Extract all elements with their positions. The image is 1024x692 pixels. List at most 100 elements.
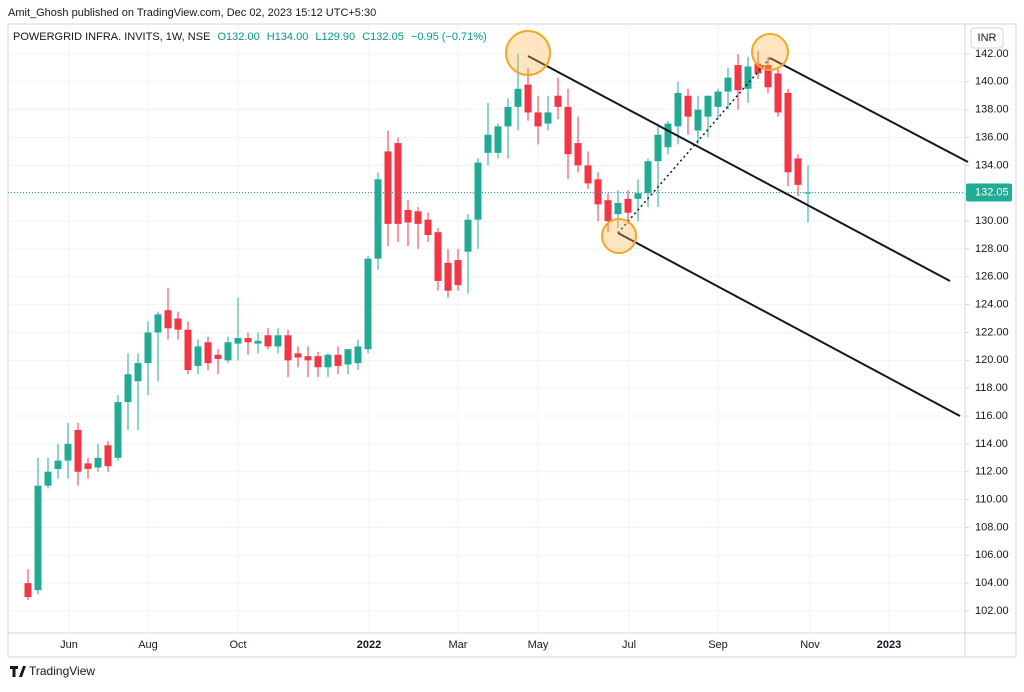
candle-body xyxy=(244,338,252,343)
x-tick-label: Mar xyxy=(449,639,468,651)
candle-body xyxy=(554,95,562,107)
candle-body xyxy=(354,346,362,364)
x-tick-label: Sep xyxy=(708,639,728,651)
candle-body xyxy=(624,198,632,213)
candle-body xyxy=(224,342,232,361)
symbol-name: POWERGRID INFRA. INVITS, 1W, NSE xyxy=(13,31,210,43)
candle-body xyxy=(294,353,302,358)
ohlc-high: H134.00 xyxy=(267,31,309,43)
candle-body xyxy=(444,262,452,291)
highlight-circle xyxy=(505,30,551,76)
candle-body xyxy=(494,126,502,153)
y-tick-label: 124.00 xyxy=(975,299,1009,311)
candle-body xyxy=(644,161,652,194)
candle-body xyxy=(124,374,132,403)
logo-mark xyxy=(10,666,26,677)
candle-body xyxy=(424,219,432,235)
candle-body xyxy=(334,354,342,366)
y-tick-label: 130.00 xyxy=(975,215,1009,227)
y-tick-label: 118.00 xyxy=(975,382,1008,394)
symbol-legend: POWERGRID INFRA. INVITS, 1W, NSE O132.00… xyxy=(13,31,487,43)
y-tick-label: 120.00 xyxy=(975,354,1009,366)
candle-body xyxy=(214,354,222,359)
candle-body xyxy=(434,232,442,281)
candle-body xyxy=(794,158,802,185)
candle-body xyxy=(454,260,462,286)
candle-body xyxy=(704,95,712,117)
candle-body xyxy=(164,310,172,329)
highlight-circle xyxy=(751,33,789,71)
candle-body xyxy=(754,63,762,74)
candle-body xyxy=(414,211,422,224)
y-tick-label: 116.00 xyxy=(975,410,1008,422)
y-tick-label: 114.00 xyxy=(975,438,1008,450)
candle-body xyxy=(284,335,292,361)
candle-body xyxy=(534,112,542,127)
channel-line xyxy=(769,57,969,163)
y-tick-label: 122.00 xyxy=(975,326,1009,338)
x-tick-label: 2023 xyxy=(877,639,901,651)
x-tick-label: Nov xyxy=(800,639,820,651)
candle-body xyxy=(74,429,82,472)
candle-body xyxy=(484,134,492,153)
tradingview-logo: TradingView xyxy=(10,664,95,678)
candle-body xyxy=(324,354,332,368)
y-tick-label: 140.00 xyxy=(975,76,1009,88)
candle-body xyxy=(314,356,322,368)
candle-body xyxy=(464,219,472,252)
currency-box[interactable] xyxy=(970,27,1004,49)
chart-frame xyxy=(7,23,1017,658)
axis-layer: 102.00 104.00 106.00 108.00 110.00 112.00 114.… xyxy=(60,48,1012,651)
candle-body xyxy=(44,471,52,486)
brand-name: TradingView xyxy=(29,664,95,678)
candle-body xyxy=(744,66,752,89)
candle-body xyxy=(544,112,552,124)
x-tick-label: May xyxy=(528,639,549,651)
candle-body xyxy=(144,332,152,364)
y-tick-label: 142.00 xyxy=(975,48,1009,60)
candle-body xyxy=(664,123,672,148)
candle-body xyxy=(204,342,212,364)
candle-body xyxy=(654,134,662,162)
last-price-badge xyxy=(966,183,1012,202)
last-price-label: 132.05 xyxy=(975,186,1009,198)
candle-body xyxy=(24,583,32,598)
ohlc-close: C132.05 xyxy=(362,31,404,43)
candle-body xyxy=(684,95,692,117)
candle-body xyxy=(174,318,182,330)
candle-body xyxy=(804,192,812,194)
price-change: −0.95 (−0.71%) xyxy=(411,31,487,43)
y-tick-label: 102.00 xyxy=(975,605,1009,617)
currency-label[interactable]: INR xyxy=(978,32,997,44)
y-tick-label: 112.00 xyxy=(975,466,1008,478)
candle-body xyxy=(574,143,582,166)
candle-body xyxy=(724,77,732,92)
candle-body xyxy=(474,162,482,220)
ohlc-open: O132.00 xyxy=(217,31,259,43)
y-tick-label: 126.00 xyxy=(975,271,1009,283)
candle-body xyxy=(734,65,742,91)
channel-line xyxy=(527,55,951,282)
x-tick-label: Oct xyxy=(229,639,246,651)
candle-body xyxy=(374,179,382,259)
candle-body xyxy=(274,335,282,347)
y-tick-label: 106.00 xyxy=(975,549,1009,561)
candle-body xyxy=(304,356,312,361)
candle-body xyxy=(614,202,622,215)
candle-body xyxy=(264,335,272,347)
candle-body xyxy=(714,91,722,107)
y-tick-label: 108.00 xyxy=(975,521,1009,533)
candle-layer xyxy=(8,51,965,600)
candle-body xyxy=(784,92,792,173)
publisher-header: Amit_Ghosh published on TradingView.com,… xyxy=(8,7,376,19)
candle-body xyxy=(764,65,772,88)
candle-body xyxy=(94,457,102,468)
candle-body xyxy=(84,463,92,469)
drawings xyxy=(505,30,969,417)
candle-body xyxy=(114,402,122,458)
candle-body xyxy=(104,445,112,467)
candle-body xyxy=(594,179,602,205)
